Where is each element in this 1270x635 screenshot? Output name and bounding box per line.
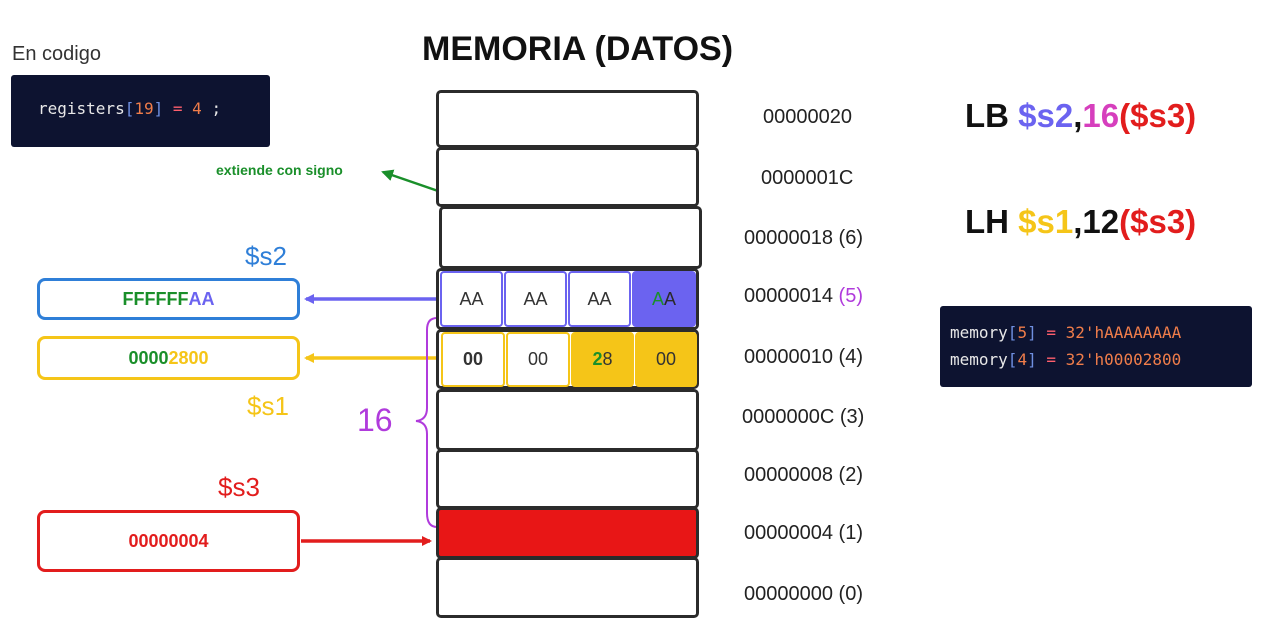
s1-value-extended: 0000 bbox=[128, 347, 169, 368]
memory-row-0 bbox=[436, 557, 699, 618]
code-memory-value: 32'hAAAAAAAA bbox=[1065, 323, 1182, 342]
address-label: 00000004 (1) bbox=[744, 522, 863, 544]
address-index: (5) bbox=[838, 285, 863, 307]
lb-comma: , bbox=[1073, 97, 1083, 134]
memory-row-2 bbox=[436, 449, 699, 509]
memory-code-line: memory[4] = 32'h00002800 bbox=[950, 350, 1182, 369]
lh-rt: $s1 bbox=[1018, 203, 1074, 240]
memory-row-8 bbox=[436, 90, 699, 148]
code-memory-name: memory bbox=[950, 350, 1008, 369]
code-memory-name: memory bbox=[950, 323, 1008, 342]
code-register-index: 19 bbox=[134, 99, 154, 118]
register-s1-label: $s1 bbox=[247, 391, 289, 421]
mem4-byte1-low: 8 bbox=[602, 349, 613, 369]
code-caption: En codigo bbox=[12, 43, 101, 65]
lb-rt: $s2 bbox=[1018, 97, 1074, 134]
code-register-name: registers bbox=[38, 99, 125, 118]
s2-value-extended: FFFFFF bbox=[122, 288, 189, 309]
code-terminator: ; bbox=[211, 99, 222, 118]
address-label: 0000001C bbox=[761, 167, 854, 189]
address-label: 0000000C (3) bbox=[742, 406, 865, 428]
address-label: 00000000 (0) bbox=[744, 583, 863, 605]
mem4-byte-2: 00 bbox=[506, 332, 570, 387]
lh-base: ($s3) bbox=[1119, 203, 1197, 240]
address-label-5: 00000014 (5) bbox=[744, 285, 863, 308]
memory-row-1-base bbox=[436, 507, 699, 559]
mem5-byte-1: AA bbox=[568, 271, 631, 327]
lb-base: ($s3) bbox=[1119, 97, 1197, 134]
mem4-byte-3: 00 bbox=[441, 332, 505, 387]
register-s3-box: 00000004 bbox=[37, 510, 300, 572]
address-hex: 00000014 bbox=[744, 285, 833, 307]
mem5-byte-2: AA bbox=[504, 271, 567, 327]
register-s3-label: $s3 bbox=[218, 472, 260, 502]
offset-label: 16 bbox=[357, 402, 393, 438]
lh-offset: 12 bbox=[1082, 203, 1120, 240]
code-memory-index: 5 bbox=[1017, 323, 1028, 342]
lb-offset: 16 bbox=[1082, 97, 1120, 134]
s2-value-byte: AA bbox=[188, 288, 215, 309]
instruction-lb: LB $s2,16($s3) bbox=[965, 97, 1196, 135]
code-memory-index: 4 bbox=[1017, 350, 1028, 369]
register-s2-label: $s2 bbox=[245, 241, 287, 271]
code-memory-value: 32'h00002800 bbox=[1065, 350, 1182, 369]
s1-value-half: 2800 bbox=[168, 347, 209, 368]
mem4-byte1-high: 2 bbox=[592, 349, 603, 369]
mem4-byte-0: 00 bbox=[635, 332, 697, 387]
memory-title: MEMORIA (DATOS) bbox=[422, 30, 734, 68]
address-label: 00000018 (6) bbox=[744, 227, 863, 249]
address-label: 00000010 (4) bbox=[744, 346, 863, 368]
mem5-byte0-low: A bbox=[664, 288, 677, 309]
memory-row-7 bbox=[436, 147, 699, 207]
sign-extend-note: extiende con signo bbox=[216, 162, 343, 178]
lb-opcode: LB bbox=[965, 97, 1009, 134]
memory-code-snippet: memory[5] = 32'hAAAAAAAA memory[4] = 32'… bbox=[940, 306, 1252, 387]
address-label: 00000020 bbox=[763, 106, 852, 128]
instruction-lh: LH $s1,12($s3) bbox=[965, 203, 1196, 241]
code-register-value: 4 bbox=[192, 99, 202, 118]
register-code-snippet: registers[19] = 4 ; bbox=[11, 75, 270, 147]
memory-code-line: memory[5] = 32'hAAAAAAAA bbox=[950, 323, 1182, 342]
register-s1-box: 0000 2800 bbox=[37, 336, 300, 380]
memory-row-6 bbox=[439, 206, 702, 269]
register-s2-box: FFFFFF AA bbox=[37, 278, 300, 320]
lh-comma: , bbox=[1073, 203, 1083, 240]
mem5-byte0-high: A bbox=[651, 288, 664, 309]
mem5-byte-3: AA bbox=[440, 271, 503, 327]
offset-brace bbox=[415, 317, 438, 528]
memory-row-3 bbox=[436, 389, 699, 451]
lh-opcode: LH bbox=[965, 203, 1009, 240]
address-label: 00000008 (2) bbox=[744, 464, 863, 486]
